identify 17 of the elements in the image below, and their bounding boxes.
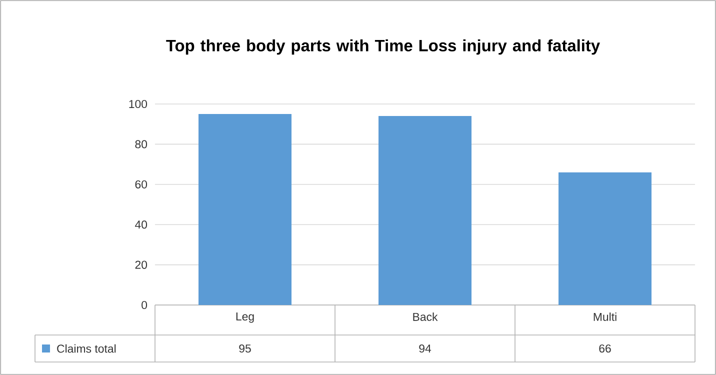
y-tick-label: 0 <box>142 300 148 310</box>
y-tick-label: 60 <box>135 180 148 188</box>
data-label: 94 <box>419 344 432 353</box>
data-label: 66 <box>599 344 611 353</box>
y-tick-label: 20 <box>135 260 148 269</box>
y-tick-label: 40 <box>135 220 148 229</box>
bar <box>558 172 652 305</box>
x-tick-label: Back <box>413 312 438 321</box>
x-tick-label: Leg <box>236 312 254 323</box>
y-tick-label: 100 <box>129 100 148 108</box>
legend-label: Claims total <box>57 344 116 353</box>
chart-title: Top three body parts with Time Loss injury and fatality <box>166 39 600 55</box>
data-label: 95 <box>239 344 251 353</box>
y-tick-label: 80 <box>135 140 148 148</box>
x-tick-label: Multi <box>594 312 616 321</box>
bar <box>198 114 292 305</box>
bar <box>378 116 472 305</box>
